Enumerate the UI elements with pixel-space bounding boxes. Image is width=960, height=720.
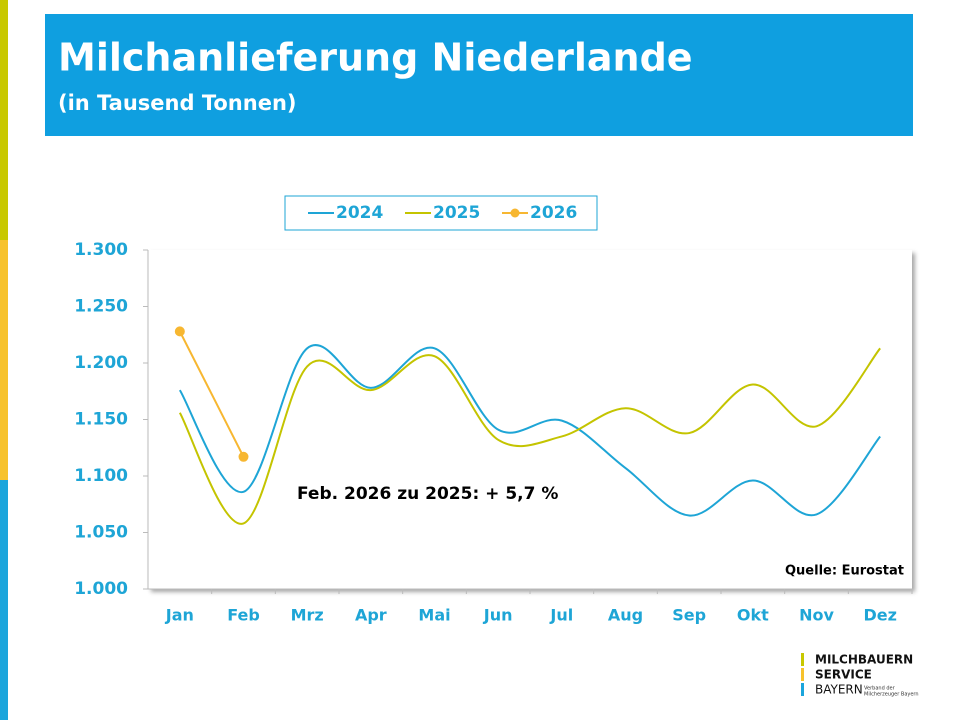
marker [238, 451, 249, 462]
y-tick-label: 1.250 [74, 297, 128, 317]
logo-bar [801, 653, 804, 666]
y-tick-label: 1.200 [74, 353, 128, 373]
header [45, 14, 913, 136]
legend-marker [510, 208, 520, 218]
annotation: Feb. 2026 zu 2025: + 5,7 % [297, 484, 558, 504]
x-tick-label: Mai [418, 606, 450, 625]
x-tick-label: Aug [608, 606, 643, 625]
legend-label: 2026 [530, 203, 577, 223]
x-tick-label: Sep [672, 606, 706, 625]
logo-tagline: Verband der [864, 686, 896, 692]
y-tick-label: 1.300 [74, 240, 128, 260]
series-line [178, 330, 245, 458]
y-tick-label: 1.000 [74, 579, 128, 599]
logo-bar [801, 668, 804, 681]
marker [174, 326, 185, 337]
x-tick-label: Okt [737, 606, 769, 625]
chart-subtitle: (in Tausend Tonnen) [58, 91, 297, 115]
x-tick-label: Jun [483, 606, 513, 625]
logo-text: MILCHBAUERN [815, 653, 913, 667]
logo-text: BAYERN [815, 683, 863, 697]
legend-label: 2025 [433, 203, 480, 223]
legend-items: 2024 2025 2026 [308, 203, 577, 223]
stripe [0, 0, 8, 240]
logo-tagline: Milcherzeuger Bayern [864, 692, 919, 698]
legend [284, 195, 598, 231]
logo-text: SERVICE [815, 668, 872, 682]
x-tick-label: Jul [549, 606, 573, 625]
x-tick-label: Dez [863, 606, 896, 625]
legend-label: 2024 [336, 203, 383, 223]
source: Quelle: Eurostat [785, 564, 904, 579]
x-tick-label: Nov [799, 606, 834, 625]
series-line [178, 347, 881, 525]
series-line [178, 344, 881, 517]
chart-title: Milchanlieferung Niederlande [58, 36, 693, 80]
y-tick-label: 1.150 [74, 410, 128, 430]
y-tick-label: 1.100 [74, 466, 128, 486]
x-tick-label: Apr [355, 606, 387, 625]
x-tick-label: Mrz [291, 606, 324, 625]
x-tick-label: Jan [165, 606, 194, 625]
y-tick-label: 1.050 [74, 523, 128, 543]
logo-bar [801, 683, 804, 696]
stripe [0, 480, 8, 720]
x-tick-label: Feb [227, 606, 260, 625]
stripe [0, 240, 8, 480]
plot-area [148, 250, 912, 589]
